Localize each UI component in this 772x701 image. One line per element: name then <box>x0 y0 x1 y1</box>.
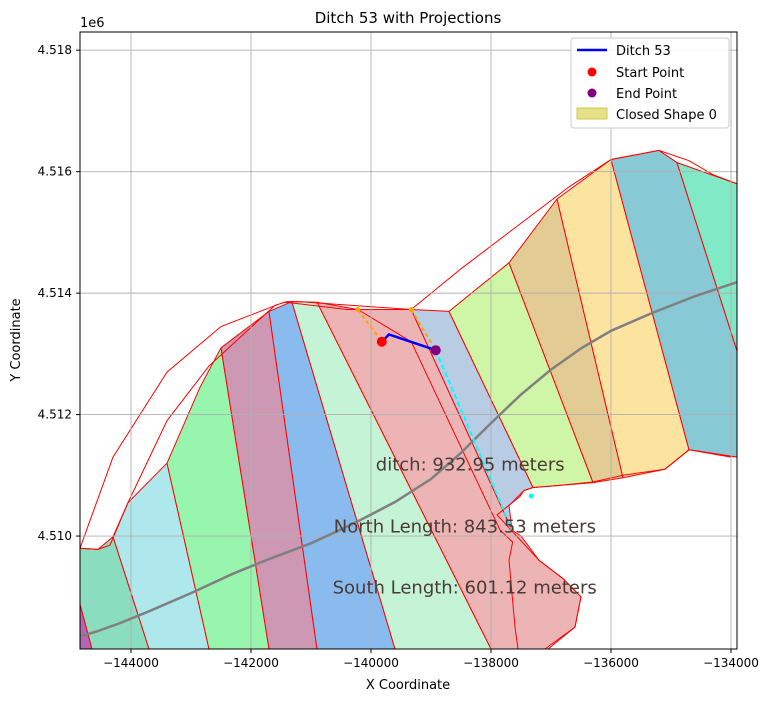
projection-dashed-line <box>434 349 513 531</box>
chart-title: Ditch 53 with Projections <box>315 9 502 27</box>
annotation-text-1: North Length: 843.53 meters <box>334 516 596 537</box>
legend-start-label: Start Point <box>616 66 684 81</box>
plot-frame <box>79 31 738 650</box>
x-tick-label: −136000 <box>583 656 639 670</box>
y-tick-label: 4.516 <box>38 165 72 179</box>
y-tick-label: 4.510 <box>38 529 72 543</box>
legend-ditch-label: Ditch 53 <box>616 44 671 59</box>
legend-shape-swatch <box>576 107 608 120</box>
shapes-layer <box>80 149 737 649</box>
shape-strip-13 <box>676 162 737 352</box>
closed-shape-outline <box>80 149 737 649</box>
y-axis-offset-label: 1e6 <box>80 16 105 31</box>
lines-layer <box>80 281 737 638</box>
projection-north-line <box>410 308 437 351</box>
legend-box <box>570 37 730 129</box>
x-tick-label: −134000 <box>703 656 759 670</box>
y-tick-label: 4.518 <box>38 43 72 57</box>
shape-strip-4 <box>220 310 318 649</box>
projection-north-marker <box>408 307 414 313</box>
legend-end-marker <box>587 88 597 98</box>
axes-layer: −144000 −142000 −140000 −138000 −136000 −1340… <box>38 43 759 670</box>
legend-start-marker <box>587 67 597 77</box>
annotation-text-0: ditch: 932.95 meters <box>376 454 565 475</box>
y-tick-label: 4.514 <box>38 286 72 300</box>
legend: Ditch 53 Start Point End Point Closed Sh… <box>570 37 730 129</box>
y-axis-label: Y Coordinate <box>9 298 24 382</box>
x-tick-label: −140000 <box>343 656 399 670</box>
annotation-layer: ditch: 932.95 meters North Length: 843.53… <box>333 454 597 598</box>
grid-layer <box>80 32 737 649</box>
centerline-gray <box>80 281 737 638</box>
y-tick-label: 4.512 <box>38 408 72 422</box>
projection-dashed-marker <box>528 493 534 499</box>
legend-shape-label: Closed Shape 0 <box>616 108 717 123</box>
x-tick-label: −138000 <box>463 656 519 670</box>
annotation-text-2: South Length: 601.12 meters <box>333 578 597 599</box>
x-tick-label: −144000 <box>103 656 159 670</box>
x-axis-label: X Coordinate <box>366 678 450 693</box>
start-point-marker <box>376 336 387 347</box>
projection-south-marker <box>355 307 361 313</box>
x-tick-label: −142000 <box>223 656 279 670</box>
end-point-marker <box>430 345 441 356</box>
legend-end-label: End Point <box>616 87 677 102</box>
